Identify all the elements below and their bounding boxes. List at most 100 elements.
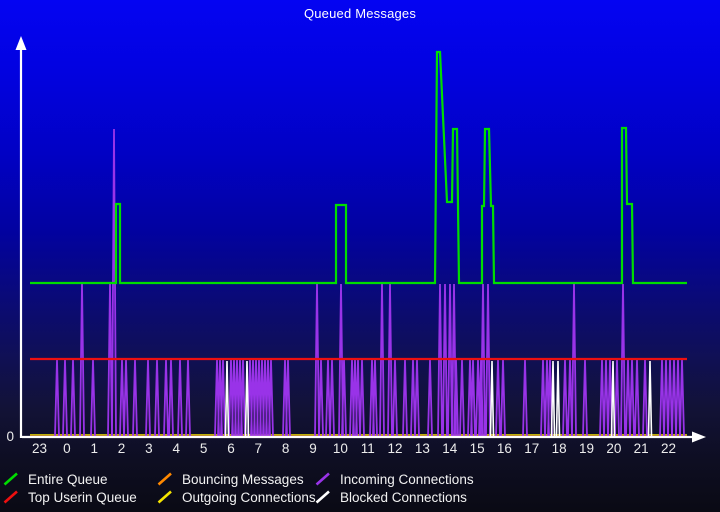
incoming-connections-spike — [582, 359, 588, 437]
incoming-connections-slash-icon — [315, 472, 330, 486]
incoming-connections-spike — [168, 359, 174, 437]
incoming-connections-spike — [329, 359, 335, 437]
incoming-connections-spike — [111, 128, 117, 437]
blocked-connections-spike — [647, 360, 653, 437]
incoming-connections-spike — [522, 359, 528, 437]
incoming-connections-spike — [392, 359, 398, 437]
blocked-connections-spike — [555, 360, 561, 437]
x-axis-arrow-icon — [692, 431, 706, 443]
x-axis-label: 0 — [63, 441, 71, 456]
incoming-connections-spike — [442, 283, 448, 437]
incoming-connections-spike — [220, 359, 226, 437]
incoming-connections-spike — [470, 359, 476, 437]
incoming-connections-spike — [54, 359, 60, 437]
x-axis-label: 2 — [118, 441, 126, 456]
incoming-connections-spike — [495, 359, 501, 437]
x-axis-label: 16 — [497, 441, 512, 456]
outgoing-connections-slash-icon — [157, 490, 172, 504]
incoming-connections-spike — [132, 359, 138, 437]
incoming-connections-spike — [338, 283, 344, 437]
blocked-connections-slash-icon — [315, 490, 330, 504]
x-axis-label: 12 — [388, 441, 403, 456]
incoming-connections-spike — [679, 359, 685, 437]
x-axis-label: 6 — [227, 441, 235, 456]
incoming-connections-spike — [459, 359, 465, 437]
x-axis-label: 5 — [200, 441, 208, 456]
incoming-connections-spike — [177, 359, 183, 437]
legend: Entire Queue Top Userin Queue Bouncing M… — [0, 468, 720, 512]
incoming-connections-spike — [402, 359, 408, 437]
blocked-connections-spike — [489, 360, 495, 437]
incoming-connections-spike — [70, 359, 76, 437]
legend-label-outgoing-connections: Outgoing Connections — [182, 489, 316, 505]
x-axis-label: 7 — [255, 441, 263, 456]
incoming-connections-spike — [614, 359, 620, 437]
incoming-connections-spike — [318, 359, 324, 437]
x-axis-label: 17 — [524, 441, 539, 456]
legend-item-top-userin-queue: Top Userin Queue — [2, 488, 137, 506]
incoming-connections-spike — [359, 359, 365, 437]
x-axis-label: 13 — [415, 441, 430, 456]
x-axis-label: 19 — [579, 441, 594, 456]
incoming-connections-spike — [62, 359, 68, 437]
entire-queue-slash-icon — [3, 472, 18, 486]
legend-item-incoming-connections: Incoming Connections — [314, 470, 474, 488]
x-axis-label: 1 — [90, 441, 98, 456]
incoming-connections-spike — [485, 283, 491, 437]
incoming-connections-spike — [90, 359, 96, 437]
incoming-connections-spike — [642, 359, 648, 437]
incoming-connections-spike — [154, 359, 160, 437]
incoming-connections-spike — [145, 359, 151, 437]
y-axis-arrow-icon — [15, 36, 27, 50]
x-axis-label: 14 — [442, 441, 458, 456]
legend-column-2: Bouncing Messages Outgoing Connections — [156, 470, 316, 506]
blocked-connections-spike — [224, 360, 230, 437]
incoming-connections-spike — [447, 283, 453, 437]
incoming-connections-spike — [372, 359, 378, 437]
legend-item-blocked-connections: Blocked Connections — [314, 488, 474, 506]
x-axis-label: 21 — [634, 441, 649, 456]
bouncing-messages-slash-icon — [157, 472, 172, 486]
incoming-connections-spike — [268, 359, 274, 437]
x-axis-label: 4 — [172, 441, 180, 456]
incoming-connections-spike — [500, 359, 506, 437]
incoming-connections-spike — [285, 359, 291, 437]
legend-label-blocked-connections: Blocked Connections — [340, 489, 467, 505]
incoming-connections-spike — [240, 359, 246, 437]
y-axis-zero-label: 0 — [6, 429, 14, 444]
legend-column-1: Entire Queue Top Userin Queue — [2, 470, 137, 506]
incoming-connections-spike — [562, 359, 568, 437]
incoming-connections-spike — [185, 359, 191, 437]
blocked-connections-spike — [244, 360, 250, 437]
x-axis-label: 11 — [361, 441, 375, 456]
legend-label-top-userin-queue: Top Userin Queue — [28, 489, 137, 505]
top-userin-queue-slash-icon — [3, 490, 18, 504]
chart-title: Queued Messages — [303, 6, 417, 21]
legend-item-outgoing-connections: Outgoing Connections — [156, 488, 316, 506]
legend-label-incoming-connections: Incoming Connections — [340, 471, 474, 487]
incoming-connections-spike — [634, 359, 640, 437]
x-axis-label: 9 — [309, 441, 317, 456]
x-axis-label: 15 — [470, 441, 485, 456]
legend-label-bouncing-messages: Bouncing Messages — [182, 471, 304, 487]
legend-label-entire-queue: Entire Queue — [28, 471, 108, 487]
incoming-connections-spike — [123, 359, 129, 437]
incoming-connections-spike — [629, 359, 635, 437]
incoming-connections-spike — [163, 359, 169, 437]
x-axis-label: 8 — [282, 441, 290, 456]
x-axis-label: 23 — [32, 441, 47, 456]
legend-column-3: Incoming Connections Blocked Connections — [314, 470, 474, 506]
entire-queue-line — [30, 50, 687, 285]
x-axis-label: 3 — [145, 441, 153, 456]
x-axis-label: 18 — [552, 441, 567, 456]
blocked-connections-spike — [610, 360, 616, 437]
incoming-connections-spike — [427, 359, 433, 437]
incoming-connections-spike — [437, 283, 443, 437]
legend-item-entire-queue: Entire Queue — [2, 470, 137, 488]
legend-item-bouncing-messages: Bouncing Messages — [156, 470, 316, 488]
incoming-connections-spike — [414, 359, 420, 437]
blocked-connections-spike — [550, 360, 556, 437]
x-axis-label: 22 — [661, 441, 676, 456]
